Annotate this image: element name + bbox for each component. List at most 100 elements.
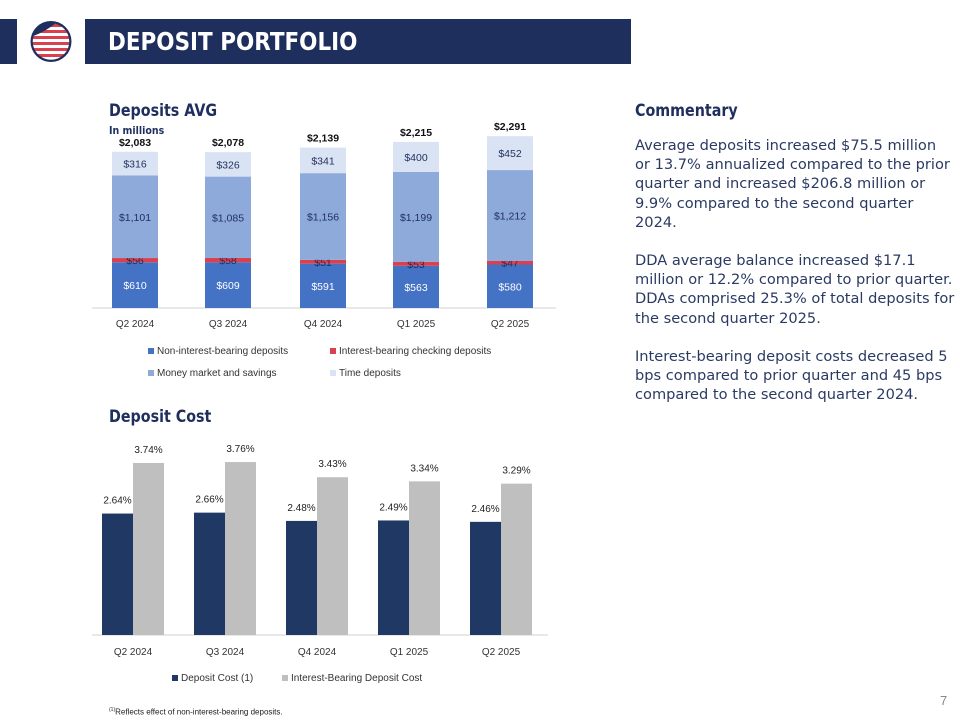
commentary-paragraph: DDA average balance increased $17.1 mill…	[635, 252, 955, 327]
bar	[225, 462, 256, 635]
legend-label: Time deposits	[339, 368, 401, 379]
data-label: $400	[404, 152, 428, 164]
deposits-stacked-bar-chart: $610 $56 $1,101 $316 $2,083 Q2 2024 $609 $58 $1,…	[92, 121, 556, 379]
footnote-marker: (1)	[109, 707, 116, 713]
data-label: 2.66%	[195, 495, 223, 506]
data-label: 3.29%	[502, 466, 530, 477]
deposits-chart-title: Deposits AVG	[109, 101, 218, 121]
company-logo	[17, 19, 85, 64]
data-label: 2.49%	[379, 502, 407, 513]
bar-segment	[393, 261, 439, 266]
legend-swatch	[172, 675, 178, 681]
data-label: $610	[123, 280, 147, 292]
bar	[501, 483, 532, 635]
data-label: $316	[123, 159, 147, 171]
bar-segment	[300, 173, 346, 260]
data-label: $580	[498, 281, 522, 293]
x-tick-label: Q3 2024	[209, 319, 248, 330]
bar-segment	[300, 147, 346, 174]
flag-globe-logo-icon	[30, 21, 72, 62]
deposits-chart-subtitle: In millions	[109, 124, 165, 137]
data-label: $1,101	[119, 212, 151, 224]
legend-swatch	[148, 348, 154, 354]
total-label: $2,078	[212, 137, 244, 149]
bar	[378, 520, 409, 635]
bar-segment	[205, 152, 251, 177]
bar-segment	[487, 170, 533, 261]
data-label: $56	[126, 255, 144, 267]
x-tick-label: Q4 2024	[298, 647, 337, 658]
data-label: 3.43%	[318, 459, 346, 470]
x-tick-label: Q4 2024	[304, 319, 343, 330]
bar	[133, 462, 164, 635]
data-label: $1,156	[307, 212, 339, 224]
data-label: 3.34%	[410, 463, 438, 474]
total-label: $2,083	[119, 137, 151, 149]
legend-label: Deposit Cost (1)	[181, 673, 253, 684]
bar-segment	[112, 262, 158, 308]
page-number: 7	[940, 693, 948, 708]
data-label: $452	[498, 148, 522, 160]
legend-swatch	[330, 348, 336, 354]
data-label: 2.48%	[287, 503, 315, 514]
data-label: 3.76%	[226, 444, 254, 455]
commentary-body: Average deposits increased $75.5 million…	[635, 136, 955, 423]
data-label: $609	[216, 280, 240, 292]
data-label: $326	[216, 159, 240, 171]
footnote-text: Reflects effect of non-interest-bearing …	[115, 707, 283, 717]
x-tick-label: Q2 2025	[491, 319, 530, 330]
data-label: 2.64%	[103, 496, 131, 507]
bar-segment	[393, 171, 439, 262]
bar-segment	[205, 262, 251, 308]
legend-label: Money market and savings	[157, 368, 277, 379]
total-label: $2,215	[400, 127, 432, 139]
legend-label: Interest-bearing checking deposits	[339, 346, 491, 357]
legend-swatch	[282, 675, 288, 681]
bar	[317, 477, 348, 635]
data-label: $563	[404, 282, 428, 294]
bar-segment	[393, 265, 439, 308]
data-label: $1,199	[400, 212, 432, 224]
bar-segment	[112, 151, 158, 176]
data-label: 3.74%	[134, 445, 162, 456]
bar	[102, 513, 133, 635]
page-title: DEPOSIT PORTFOLIO	[108, 27, 358, 56]
data-label: $1,085	[212, 212, 244, 224]
legend-swatch	[148, 370, 154, 376]
total-label: $2,291	[494, 121, 526, 133]
bar-segment	[487, 136, 533, 171]
data-label: $58	[219, 255, 237, 267]
bar-segment	[205, 257, 251, 263]
data-label: $341	[311, 155, 335, 167]
x-tick-label: Q3 2024	[206, 647, 245, 658]
bar-segment	[112, 175, 158, 259]
x-tick-label: Q1 2025	[397, 319, 436, 330]
bar-segment	[487, 264, 533, 308]
header-banner: DEPOSIT PORTFOLIO	[0, 19, 631, 64]
data-label: 2.46%	[471, 504, 499, 515]
data-label: $1,212	[494, 211, 526, 223]
bar	[409, 481, 440, 635]
bar-segment	[300, 259, 346, 264]
bar-segment	[487, 260, 533, 265]
commentary-paragraph: Average deposits increased $75.5 million…	[635, 137, 950, 231]
x-tick-label: Q1 2025	[390, 647, 429, 658]
cost-chart-title: Deposit Cost	[109, 407, 212, 427]
bar	[286, 520, 317, 635]
bar-segment	[393, 141, 439, 172]
commentary-title: Commentary	[635, 101, 738, 121]
total-label: $2,139	[307, 133, 339, 145]
bar-segment	[300, 263, 346, 308]
x-tick-label: Q2 2025	[482, 647, 521, 658]
deposit-cost-bar-chart: 2.64% 3.74% Q2 2024 2.66% 3.76% Q3 2024 2.48% 3…	[92, 444, 548, 684]
bar-segment	[205, 176, 251, 258]
commentary-paragraph: Interest-bearing deposit costs decreased…	[635, 347, 948, 404]
legend-swatch	[330, 370, 336, 376]
x-tick-label: Q2 2024	[114, 647, 153, 658]
bar-segment	[112, 258, 158, 263]
legend-label: Interest-Bearing Deposit Cost	[291, 673, 422, 684]
bar	[470, 521, 501, 635]
x-tick-label: Q2 2024	[116, 319, 155, 330]
data-label: $591	[311, 281, 335, 293]
bar	[194, 512, 225, 635]
